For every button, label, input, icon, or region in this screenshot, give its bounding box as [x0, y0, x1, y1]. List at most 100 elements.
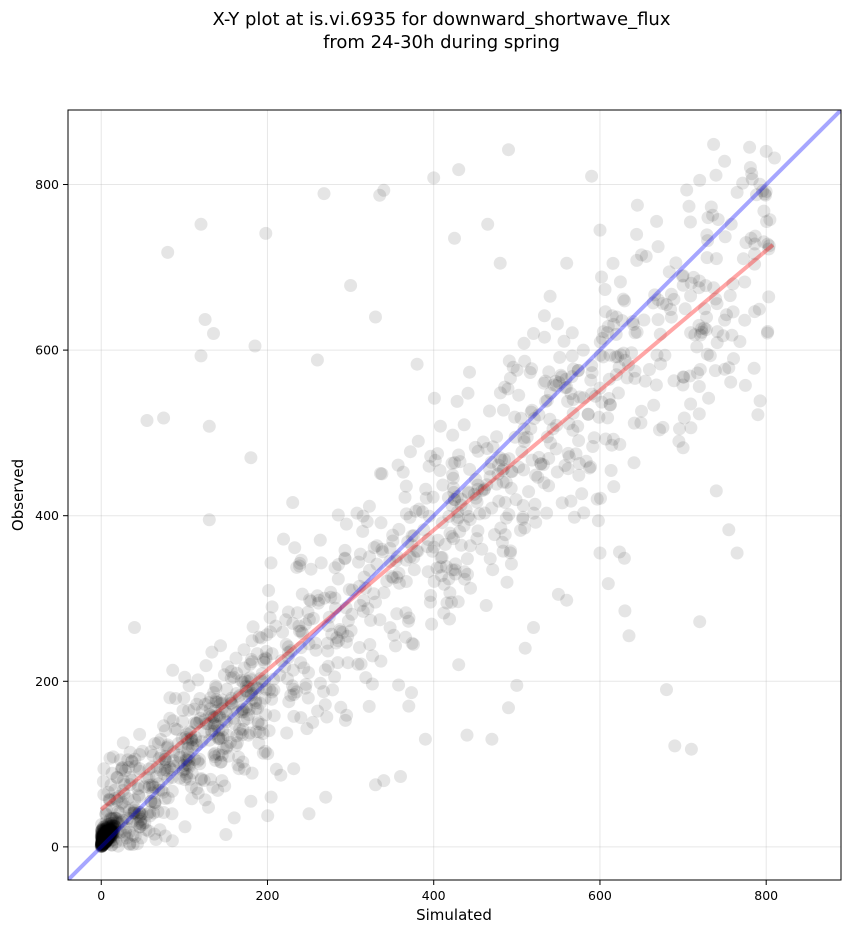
data-point: [496, 475, 510, 489]
data-point: [680, 183, 694, 197]
data-point: [96, 838, 109, 852]
data-point: [131, 837, 144, 851]
data-point: [99, 833, 113, 847]
data-point: [149, 770, 163, 784]
data-point: [111, 817, 125, 831]
data-point: [168, 722, 182, 736]
data-point: [524, 422, 538, 436]
data-point: [425, 544, 439, 558]
data-point: [125, 754, 139, 768]
data-point: [245, 692, 259, 706]
data-point: [532, 450, 546, 464]
data-point: [503, 371, 517, 385]
data-point: [436, 478, 450, 492]
data-point: [448, 231, 461, 245]
data-point: [706, 208, 720, 222]
data-point: [188, 730, 202, 744]
data-point: [207, 686, 221, 700]
data-point: [95, 840, 108, 853]
data-point: [98, 820, 112, 834]
data-point: [244, 794, 258, 808]
data-point: [401, 535, 415, 549]
data-point: [189, 717, 203, 730]
data-point: [463, 539, 477, 553]
data-point: [127, 805, 141, 819]
data-point: [512, 460, 526, 474]
data-point: [103, 826, 117, 840]
data-point: [457, 519, 471, 533]
data-point: [133, 727, 147, 741]
data-point: [128, 829, 142, 843]
data-point: [344, 624, 358, 638]
data-point: [97, 831, 111, 845]
data-point: [249, 696, 263, 710]
data-point: [96, 824, 110, 838]
data-point: [153, 763, 167, 777]
data-point: [374, 654, 388, 668]
data-point: [99, 833, 113, 847]
data-point: [103, 828, 117, 842]
data-point: [502, 354, 516, 368]
data-point: [423, 595, 437, 609]
data-point: [295, 587, 309, 601]
data-point: [104, 823, 118, 837]
data-point: [99, 833, 113, 847]
data-point: [97, 829, 111, 843]
data-point: [502, 452, 516, 466]
data-point: [250, 702, 264, 715]
data-point: [95, 837, 108, 851]
data-point: [142, 780, 156, 794]
data-point: [480, 478, 494, 492]
data-point: [287, 709, 301, 723]
data-point: [191, 673, 205, 687]
data-point: [299, 677, 313, 691]
data-point: [105, 826, 119, 840]
data-point: [108, 792, 122, 805]
data-point: [96, 833, 110, 847]
data-point: [433, 464, 447, 477]
data-point: [95, 829, 109, 842]
data-point: [726, 277, 740, 291]
data-point: [724, 375, 738, 389]
data-point: [301, 691, 315, 705]
data-point: [748, 257, 762, 271]
data-point: [490, 430, 504, 444]
data-point: [100, 830, 114, 843]
data-point: [555, 496, 569, 510]
data-point: [471, 478, 485, 492]
data-point: [296, 626, 310, 640]
data-point: [116, 736, 130, 750]
data-point: [354, 657, 368, 671]
data-point: [100, 829, 114, 843]
data-point: [609, 368, 623, 382]
data-point: [167, 759, 181, 773]
data-point: [460, 728, 474, 742]
data-point: [566, 393, 580, 406]
data-point: [559, 372, 573, 386]
data-point: [158, 752, 172, 766]
data-point: [158, 763, 172, 777]
data-point: [449, 557, 462, 571]
data-point: [128, 804, 141, 818]
data-point: [329, 636, 343, 650]
data-point: [540, 430, 554, 444]
data-points: [94, 137, 781, 854]
data-point: [759, 185, 773, 198]
data-point: [552, 376, 566, 390]
data-point: [312, 593, 326, 607]
data-point: [94, 837, 108, 851]
data-point: [96, 838, 110, 852]
data-point: [100, 828, 114, 842]
data-point: [158, 724, 172, 738]
data-point: [96, 834, 110, 848]
data-point: [417, 523, 431, 537]
data-point: [95, 827, 109, 841]
data-point: [627, 416, 641, 430]
data-point: [603, 398, 617, 412]
data-point: [461, 386, 475, 400]
data-point: [443, 526, 457, 540]
data-point: [537, 376, 551, 390]
data-point: [176, 714, 190, 728]
data-point: [234, 674, 248, 687]
data-point: [128, 621, 141, 634]
